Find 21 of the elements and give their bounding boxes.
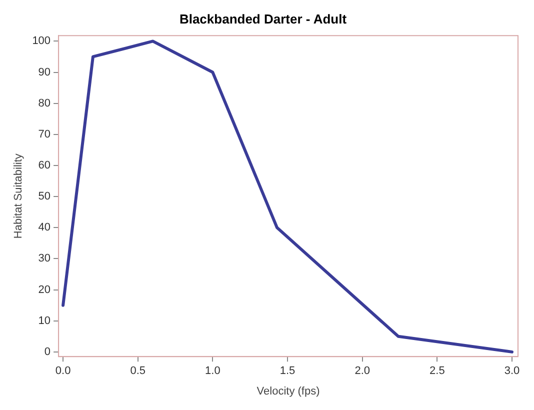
y-tick-label: 60 [38,160,51,172]
y-tick-label: 30 [38,252,51,265]
y-tick-label: 50 [38,190,51,203]
chart-title: Blackbanded Darter - Adult [179,11,348,26]
x-tick-label: 2.0 [354,365,370,378]
y-tick-label: 20 [38,284,51,296]
y-tick-label: 40 [38,222,51,234]
x-tick-label: 1.5 [280,365,296,378]
x-axis-title: Velocity (fps) [256,385,320,398]
y-tick-label: 80 [38,97,51,110]
y-tick-label: 70 [38,128,51,140]
y-tick-label: 90 [38,66,51,78]
x-tick-label: 2.5 [430,365,445,378]
x-tick-label: 1.0 [205,365,220,378]
x-tick-label: 3.0 [504,365,520,378]
y-tick-label: 0 [44,346,51,358]
y-tick-label: 10 [38,314,51,327]
x-tick-label: 0.5 [130,365,146,378]
x-tick-label: 0.0 [55,365,71,378]
y-tick-label: 100 [32,35,51,48]
y-axis-title: Habitat Suitability [12,153,25,239]
